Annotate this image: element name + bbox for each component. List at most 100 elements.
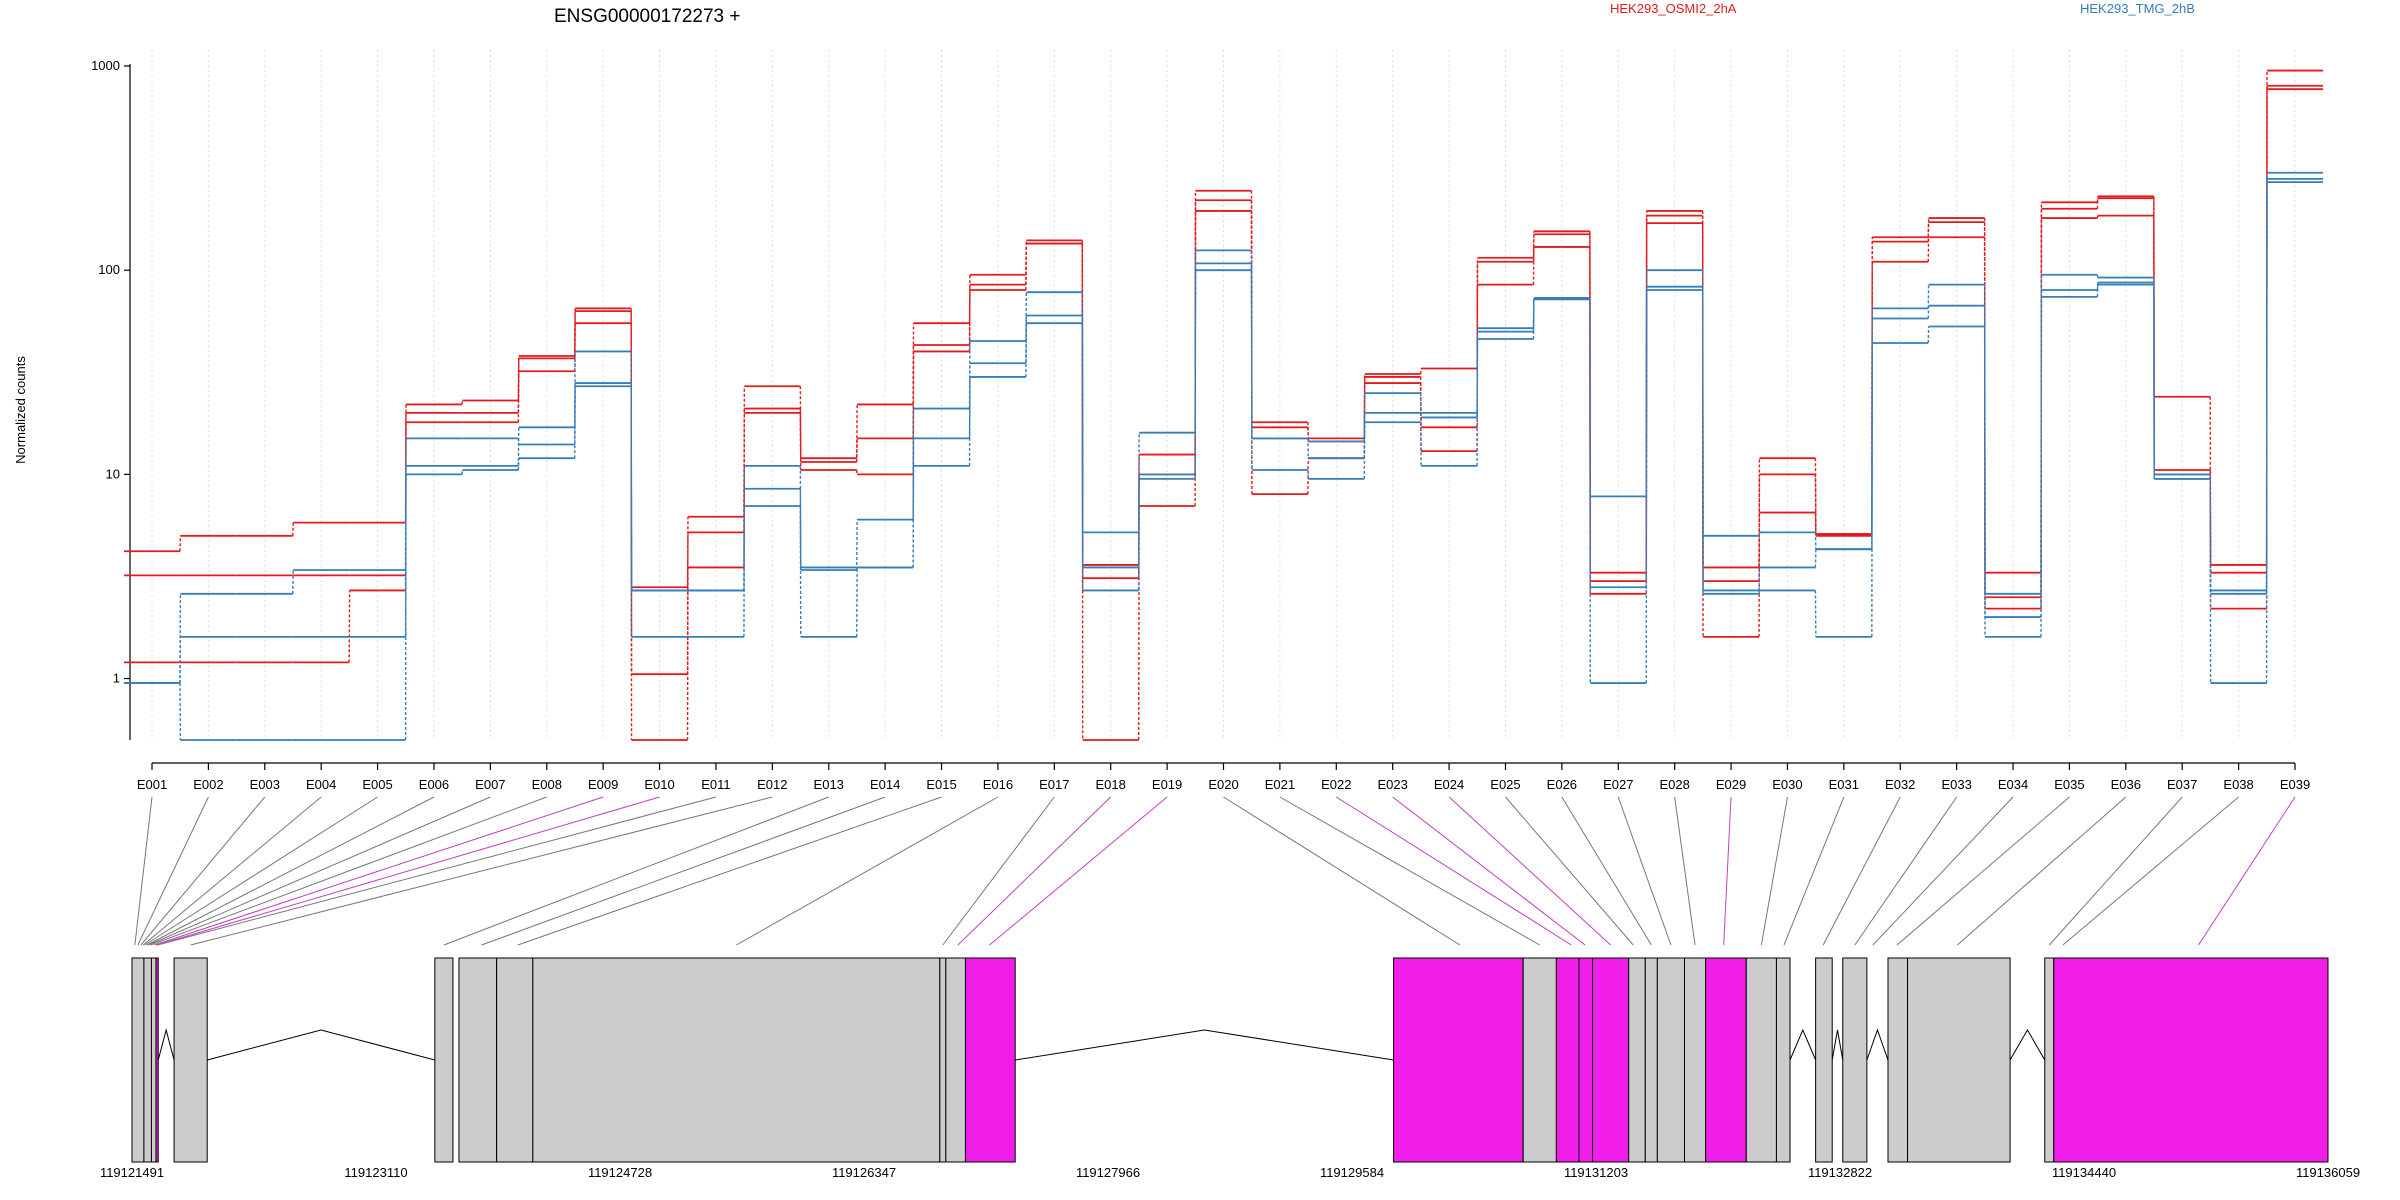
connector-E034 [1872,796,2014,946]
exon-block [1907,957,2011,1163]
exon-connectors [134,796,2296,946]
x-tick-label-E015: E015 [926,777,956,792]
exon-block-highlighted [1592,957,1630,1163]
x-tick-label-E028: E028 [1659,777,1689,792]
connector-E035 [1896,796,2070,946]
x-tick-label-E016: E016 [983,777,1013,792]
connector-E030 [1760,796,1788,946]
exon-block [1775,957,1791,1163]
exon-block [434,957,454,1163]
intron-line [1789,1028,1817,1061]
x-tick-label-E012: E012 [757,777,787,792]
connector-E003 [140,796,266,946]
x-tick-label-E038: E038 [2223,777,2253,792]
x-tick-label-E019: E019 [1152,777,1182,792]
coordinate-label: 119124728 [588,1165,652,1180]
exon-block [496,957,534,1163]
exon-block-highlighted [2053,957,2329,1163]
connector-E012 [190,796,773,946]
connector-E025 [1505,796,1634,946]
intron-line [2009,1029,2046,1061]
coordinate-label: 119134440 [2052,1165,2116,1180]
x-axis: E001 E002 E003 E004 E005 E006 E007 E008 E009 E010… [137,762,2310,792]
exon-block [1683,957,1707,1163]
exon-block [1815,957,1833,1163]
exon-block-highlighted [1393,957,1524,1163]
connector-E036 [1956,796,2127,946]
y-axis: 1 10 100 1000 [91,58,131,740]
exon-block [2044,957,2055,1163]
x-tick-label-E010: E010 [644,777,674,792]
exon-block [532,957,941,1163]
intron-line [1015,1029,1394,1061]
exon-block [1745,957,1777,1163]
connector-E037 [2048,796,2183,946]
connector-E001 [134,796,153,946]
vertical-gridlines [151,50,2296,740]
exon-block [131,957,145,1163]
x-tick-label-E001: E001 [137,777,167,792]
x-tick-label-E018: E018 [1096,777,1126,792]
intron-line [1831,1029,1844,1061]
series-5 [124,181,2323,741]
connector-E016 [736,796,999,946]
y-tick-label: 10 [106,466,120,481]
coordinate-label: 119121491 [100,1165,164,1180]
connector-E006 [146,796,435,946]
x-tick-label-E031: E031 [1829,777,1859,792]
x-tick-label-E011: E011 [701,777,730,792]
exon-block-highlighted [1555,957,1580,1163]
connector-E007 [148,796,491,946]
exon-block [1644,957,1658,1163]
x-tick-label-E029: E029 [1716,777,1746,792]
coordinate-label: 119136059 [2296,1165,2360,1180]
exon-block [1628,957,1646,1163]
connector-E022 [1336,796,1572,946]
coordinate-label: 119129584 [1320,1165,1384,1180]
coordinate-label: 119132822 [1808,1165,1872,1180]
x-tick-label-E033: E033 [1941,777,1971,792]
connector-E010 [156,796,660,946]
exon-block [1656,957,1685,1163]
legend-label-osmi: HEK293_OSMI2_2hA [1610,1,1737,16]
exon-block-highlighted [964,957,1016,1163]
connector-E039 [2198,796,2296,946]
x-tick-label-E013: E013 [814,777,844,792]
exon-block [939,957,947,1163]
x-tick-label-E009: E009 [588,777,618,792]
connector-E032 [1822,796,1901,946]
x-tick-label-E021: E021 [1265,777,1295,792]
x-tick-label-E034: E034 [1998,777,2028,792]
exon-block [1522,957,1557,1163]
coordinate-label: 119127966 [1076,1165,1140,1180]
connector-E014 [481,796,886,946]
y-tick-label: 1000 [91,58,120,73]
x-tick-label-E025: E025 [1490,777,1520,792]
connector-E020 [1223,796,1461,946]
connector-E019 [989,796,1168,946]
connector-E009 [154,796,604,946]
connector-E033 [1854,796,1958,946]
x-tick-label-E007: E007 [475,777,505,792]
gene-model [131,957,2329,1163]
y-axis-label: Normalized counts [13,356,28,464]
connector-E021 [1279,796,1541,946]
x-tick-label-E005: E005 [362,777,392,792]
connector-E018 [957,796,1112,946]
x-tick-label-E039: E039 [2280,777,2310,792]
x-tick-label-E003: E003 [250,777,280,792]
exon-block-highlighted [1705,957,1747,1163]
connector-E004 [142,796,322,946]
genomic-coordinate-labels: 119121491 119123110 119124728 119126347 1191… [100,1165,2360,1180]
x-tick-label-E014: E014 [870,777,900,792]
series-lines [124,69,2323,741]
connector-E008 [150,796,547,946]
chart-title: ENSG00000172273 + [554,6,740,27]
x-tick-label-E037: E037 [2167,777,2197,792]
connector-E015 [517,796,942,946]
connector-E027 [1617,796,1672,946]
exon-block [143,957,152,1163]
connector-E023 [1392,796,1586,946]
exon-block [458,957,498,1163]
